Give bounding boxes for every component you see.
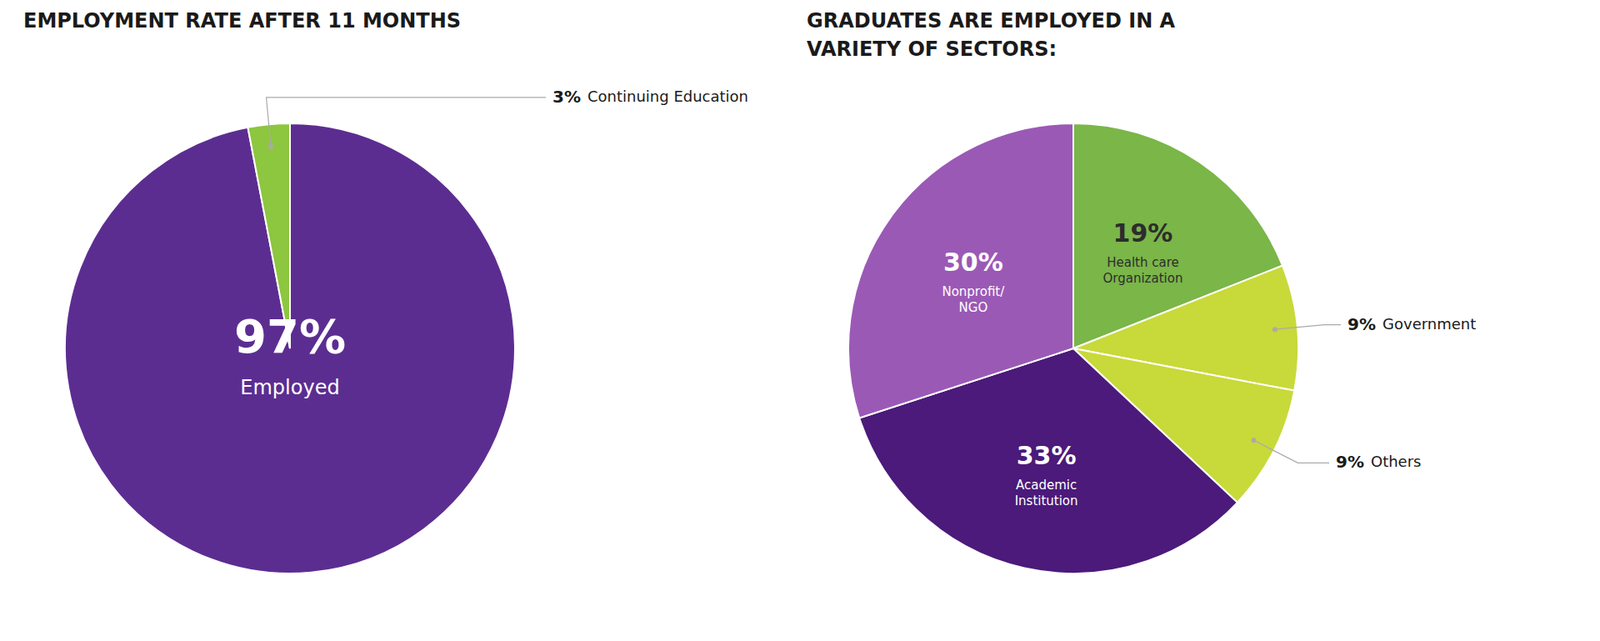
svg-text:Health care: Health care [1106, 255, 1180, 270]
html-text:VARIETY OF SECTORS:: VARIETY OF SECTORS: [806, 37, 1057, 61]
svg-text:Employed: Employed [240, 375, 340, 400]
html-text:GRADUATES ARE EMPLOYED IN A: GRADUATES ARE EMPLOYED IN A [806, 9, 1176, 33]
svg-text:30%: 30% [943, 247, 1004, 277]
svg-text:Nonprofit/: Nonprofit/ [941, 284, 1005, 300]
svg-text:9%Others: 9%Others [1335, 451, 1421, 472]
svg-text:Institution: Institution [1015, 493, 1079, 509]
svg-text:3%Continuing Education: 3%Continuing Education [552, 85, 749, 106]
svg-text:33%: 33% [1016, 440, 1077, 470]
svg-text:9%Government: 9%Government [1347, 313, 1476, 334]
svg-text:Organization: Organization [1103, 270, 1184, 286]
html-text:EMPLOYMENT RATE AFTER 11 MONTH: EMPLOYMENT RATE AFTER 11 MONTHS [23, 9, 461, 33]
svg-text:Academic: Academic [1015, 477, 1077, 493]
svg-text:NGO: NGO [959, 300, 989, 315]
svg-text:19%: 19% [1113, 218, 1174, 248]
svg-text:97%: 97% [234, 309, 346, 364]
